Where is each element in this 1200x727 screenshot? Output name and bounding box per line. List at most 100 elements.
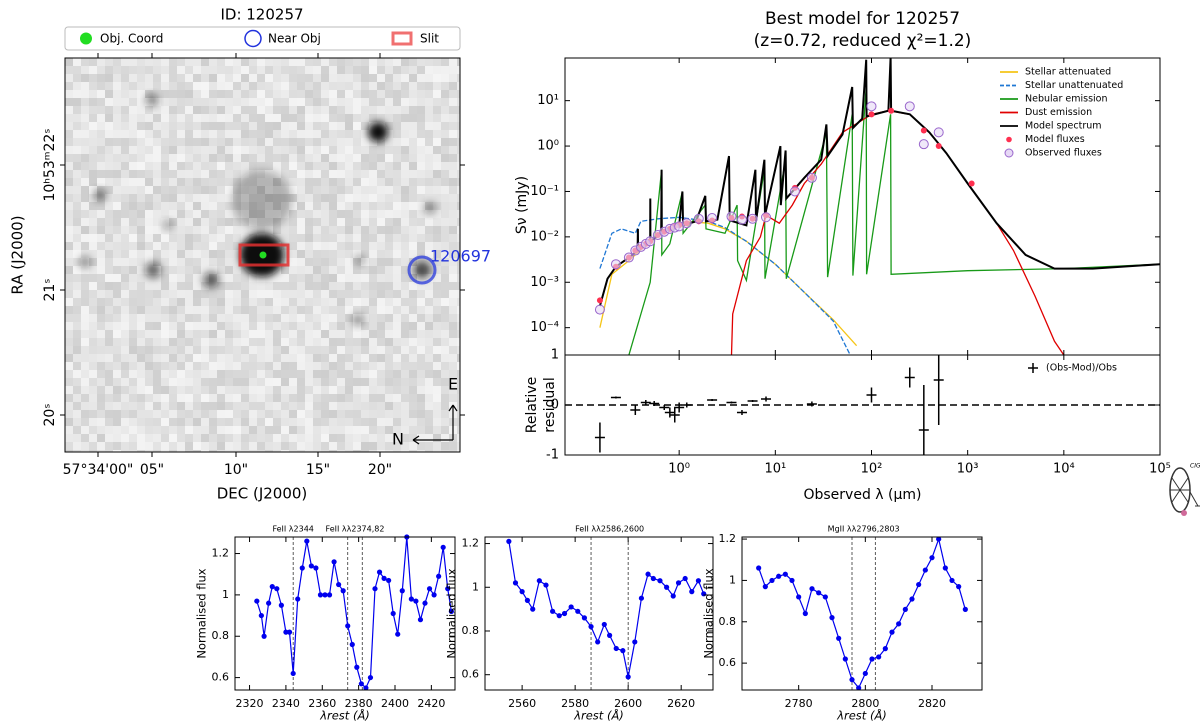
y-axis-label: Normalised flux — [445, 568, 459, 658]
pixel — [209, 242, 217, 250]
pixel — [89, 58, 97, 66]
pixel — [393, 122, 401, 130]
pixel — [65, 138, 73, 146]
pixel — [329, 250, 337, 258]
pixel — [281, 354, 289, 362]
pixel — [225, 146, 233, 154]
pixel — [409, 354, 417, 362]
pixel — [433, 202, 441, 210]
sky-image — [65, 58, 460, 452]
pixel — [377, 306, 385, 314]
pixel — [209, 130, 217, 138]
pixel — [281, 90, 289, 98]
pixel — [385, 138, 393, 146]
pixel — [257, 450, 265, 452]
pixel — [89, 194, 97, 202]
pixel — [281, 266, 289, 274]
pixel — [145, 418, 153, 426]
pixel — [393, 386, 401, 394]
pixel — [65, 442, 73, 450]
pixel — [321, 66, 329, 74]
spectrum-point — [290, 670, 296, 677]
pixel — [97, 226, 105, 234]
pixel — [289, 418, 297, 426]
pixel — [145, 210, 153, 218]
pixel — [449, 146, 457, 154]
pixel — [129, 402, 137, 410]
pixel — [361, 442, 369, 450]
pixel — [265, 370, 273, 378]
pixel — [89, 234, 97, 242]
pixel — [217, 450, 225, 452]
pixel — [345, 178, 353, 186]
pixel — [425, 130, 433, 138]
pixel — [289, 442, 297, 450]
pixel — [177, 242, 185, 250]
pixel — [105, 410, 113, 418]
pixel — [393, 154, 401, 162]
pixel — [201, 450, 209, 452]
pixel — [89, 66, 97, 74]
pixel — [137, 418, 145, 426]
pixel — [201, 426, 209, 434]
pixel — [217, 362, 225, 370]
pixel — [73, 170, 81, 178]
pixel — [313, 330, 321, 338]
pixel — [417, 314, 425, 322]
pixel — [345, 426, 353, 434]
pixel — [297, 98, 305, 106]
pixel — [73, 210, 81, 218]
pixel — [257, 130, 265, 138]
pixel — [129, 434, 137, 442]
pixel — [201, 354, 209, 362]
pixel — [217, 210, 225, 218]
pixel — [177, 130, 185, 138]
spectrum-point — [601, 621, 607, 628]
pixel — [177, 250, 185, 258]
pixel — [457, 370, 460, 378]
pixel — [121, 314, 129, 322]
pixel — [201, 386, 209, 394]
pixel — [345, 442, 353, 450]
pixel — [65, 170, 73, 178]
pixel — [281, 418, 289, 426]
pixel — [129, 378, 137, 386]
pixel — [177, 394, 185, 402]
pixel — [409, 330, 417, 338]
spectrum-point — [776, 573, 782, 579]
pixel — [137, 178, 145, 186]
x-axis-label: λrest (Å) — [573, 708, 624, 723]
spectrum-point — [445, 586, 451, 592]
pixel — [305, 282, 313, 290]
pixel — [417, 410, 425, 418]
pixel — [257, 298, 265, 306]
pixel — [137, 82, 145, 90]
pixel — [433, 386, 441, 394]
pixel — [457, 426, 460, 434]
pixel — [449, 162, 457, 170]
pixel — [145, 106, 153, 114]
pixel — [209, 450, 217, 452]
pixel — [177, 402, 185, 410]
pixel — [233, 450, 241, 452]
pixel — [425, 354, 433, 362]
pixel — [297, 178, 305, 186]
pixel — [385, 122, 393, 130]
pixel — [425, 322, 433, 330]
pixel — [329, 122, 337, 130]
pixel — [217, 386, 225, 394]
pixel — [393, 434, 401, 442]
pixel — [345, 98, 353, 106]
pixel — [193, 346, 201, 354]
pixel — [129, 170, 137, 178]
pixel — [441, 274, 449, 282]
pixel — [297, 346, 305, 354]
pixel — [209, 90, 217, 98]
pixel — [185, 234, 193, 242]
pixel — [433, 274, 441, 282]
pixel — [297, 226, 305, 234]
x-axis-label: λrest (Å) — [319, 708, 370, 723]
pixel — [337, 178, 345, 186]
spectrum-point — [261, 633, 267, 639]
pixel — [321, 170, 329, 178]
